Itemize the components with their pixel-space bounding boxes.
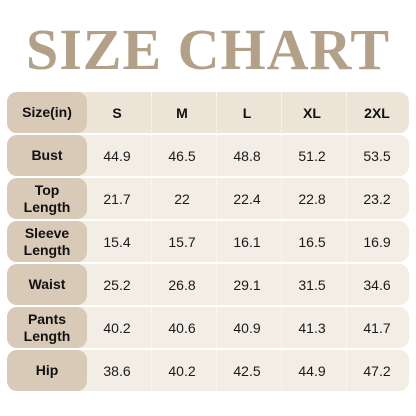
table-cell: 29.1 — [233, 276, 261, 293]
table-cell: 46.5 — [168, 147, 196, 164]
size-s: S — [112, 104, 122, 121]
table-row-waist: Waist 25.2 26.8 29.1 31.5 34.6 — [7, 264, 409, 305]
table-cell: 16.9 — [363, 233, 391, 250]
table-header-row: Size(in) S M L XL 2XL — [7, 92, 409, 133]
size-table: Size(in) S M L XL 2XL Bust 44.9 46.5 48.… — [7, 92, 409, 392]
row-label: Waist — [7, 264, 87, 305]
table-row-hip: Hip 38.6 40.2 42.5 44.9 47.2 — [7, 350, 409, 391]
table-cell: 40.9 — [233, 319, 261, 336]
column-divider — [346, 92, 347, 392]
table-cell: 25.2 — [103, 276, 131, 293]
table-cell: 38.6 — [103, 362, 131, 379]
table-cell: 31.5 — [298, 276, 326, 293]
row-label: Top Length — [7, 178, 87, 219]
column-divider — [281, 92, 282, 392]
table-row-bust: Bust 44.9 46.5 48.8 51.2 53.5 — [7, 135, 409, 176]
size-xl: XL — [303, 104, 321, 121]
table-cell: 51.2 — [298, 147, 326, 164]
table-row-pants-length: Pants Length 40.2 40.6 40.9 41.3 41.7 — [7, 307, 409, 348]
size-2xl: 2XL — [364, 104, 390, 121]
table-cell: 15.7 — [168, 233, 196, 250]
table-cell: 40.2 — [103, 319, 131, 336]
size-m: M — [176, 104, 188, 121]
table-cell: 23.2 — [363, 190, 391, 207]
table-cell: 41.3 — [298, 319, 326, 336]
table-cell: 41.7 — [363, 319, 391, 336]
table-cell: 21.7 — [103, 190, 131, 207]
row-label: Sleeve Length — [7, 221, 87, 262]
table-cell: 53.5 — [363, 147, 391, 164]
table-cell: 44.9 — [103, 147, 131, 164]
row-label: Pants Length — [7, 307, 87, 348]
table-cell: 16.5 — [298, 233, 326, 250]
column-divider — [216, 92, 217, 392]
table-cell: 22.8 — [298, 190, 326, 207]
table-cell: 42.5 — [233, 362, 261, 379]
table-cell: 15.4 — [103, 233, 131, 250]
table-cell: 16.1 — [233, 233, 261, 250]
table-cell: 22.4 — [233, 190, 261, 207]
table-cell: 44.9 — [298, 362, 326, 379]
header-label: Size(in) — [7, 92, 87, 133]
row-label: Hip — [7, 350, 87, 391]
table-cell: 40.2 — [168, 362, 196, 379]
table-cell: 22 — [174, 190, 190, 207]
table-row-top-length: Top Length 21.7 22 22.4 22.8 23.2 — [7, 178, 409, 219]
table-cell: 47.2 — [363, 362, 391, 379]
table-cell: 34.6 — [363, 276, 391, 293]
column-divider — [151, 92, 152, 392]
table-row-sleeve-length: Sleeve Length 15.4 15.7 16.1 16.5 16.9 — [7, 221, 409, 262]
row-label: Bust — [7, 135, 87, 176]
table-cell: 48.8 — [233, 147, 261, 164]
table-cell: 26.8 — [168, 276, 196, 293]
table-cell: 40.6 — [168, 319, 196, 336]
size-l: L — [242, 104, 252, 121]
size-chart-title: SIZE CHART — [25, 17, 391, 82]
